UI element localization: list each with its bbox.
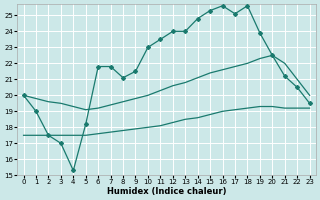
X-axis label: Humidex (Indice chaleur): Humidex (Indice chaleur) <box>107 187 226 196</box>
